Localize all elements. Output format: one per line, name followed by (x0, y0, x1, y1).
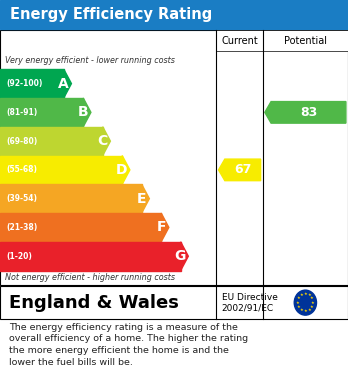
Bar (216, 30, 348, 51)
Bar (0, 213, 161, 242)
Text: ★: ★ (297, 296, 301, 300)
Text: ★: ★ (310, 305, 314, 309)
Polygon shape (83, 98, 91, 127)
Polygon shape (122, 156, 130, 184)
Text: Potential: Potential (284, 36, 327, 46)
Text: Current: Current (221, 36, 258, 46)
Bar (0, 184, 142, 213)
Text: Very energy efficient - lower running costs: Very energy efficient - lower running co… (5, 56, 175, 65)
Polygon shape (265, 102, 346, 123)
Polygon shape (103, 127, 110, 156)
Text: ★: ★ (307, 308, 311, 312)
Text: B: B (78, 105, 88, 119)
Text: ★: ★ (303, 292, 307, 296)
Text: ★: ★ (300, 308, 303, 312)
Text: ★: ★ (311, 301, 315, 305)
Text: The energy efficiency rating is a measure of the
overall efficiency of a home. T: The energy efficiency rating is a measur… (9, 323, 248, 367)
Bar (0, 242, 181, 271)
Text: (81-91): (81-91) (6, 108, 38, 117)
Bar (0, 98, 83, 127)
Text: ★: ★ (297, 305, 301, 309)
Text: (55-68): (55-68) (6, 165, 37, 174)
Text: C: C (97, 134, 108, 148)
Text: F: F (157, 221, 166, 235)
Text: G: G (174, 249, 185, 263)
Text: (92-100): (92-100) (6, 79, 43, 88)
Text: England & Wales: England & Wales (9, 294, 179, 312)
Text: Energy Efficiency Rating: Energy Efficiency Rating (10, 7, 213, 22)
Polygon shape (181, 242, 188, 271)
Text: ★: ★ (300, 293, 303, 297)
Text: EU Directive
2002/91/EC: EU Directive 2002/91/EC (222, 293, 278, 312)
Bar (0, 69, 64, 98)
Bar (0, 127, 103, 156)
Text: A: A (58, 77, 69, 91)
Text: ★: ★ (296, 301, 300, 305)
Text: 67: 67 (234, 163, 251, 176)
Bar (0, 156, 122, 184)
Text: ★: ★ (310, 296, 314, 300)
Text: (39-54): (39-54) (6, 194, 37, 203)
Text: (21-38): (21-38) (6, 223, 38, 232)
Polygon shape (142, 184, 149, 213)
Text: ★: ★ (307, 293, 311, 297)
Text: ★: ★ (303, 309, 307, 313)
Polygon shape (161, 213, 169, 242)
Bar (0, 286, 348, 319)
Text: (1-20): (1-20) (6, 252, 32, 261)
Text: D: D (116, 163, 127, 177)
Circle shape (294, 290, 317, 315)
Polygon shape (219, 159, 261, 181)
Text: Not energy efficient - higher running costs: Not energy efficient - higher running co… (5, 273, 175, 282)
Bar (0, 30, 348, 285)
Bar (0, 0, 348, 29)
Text: E: E (137, 192, 147, 206)
Polygon shape (64, 69, 71, 98)
Text: (69-80): (69-80) (6, 136, 38, 145)
Text: 83: 83 (300, 106, 317, 119)
